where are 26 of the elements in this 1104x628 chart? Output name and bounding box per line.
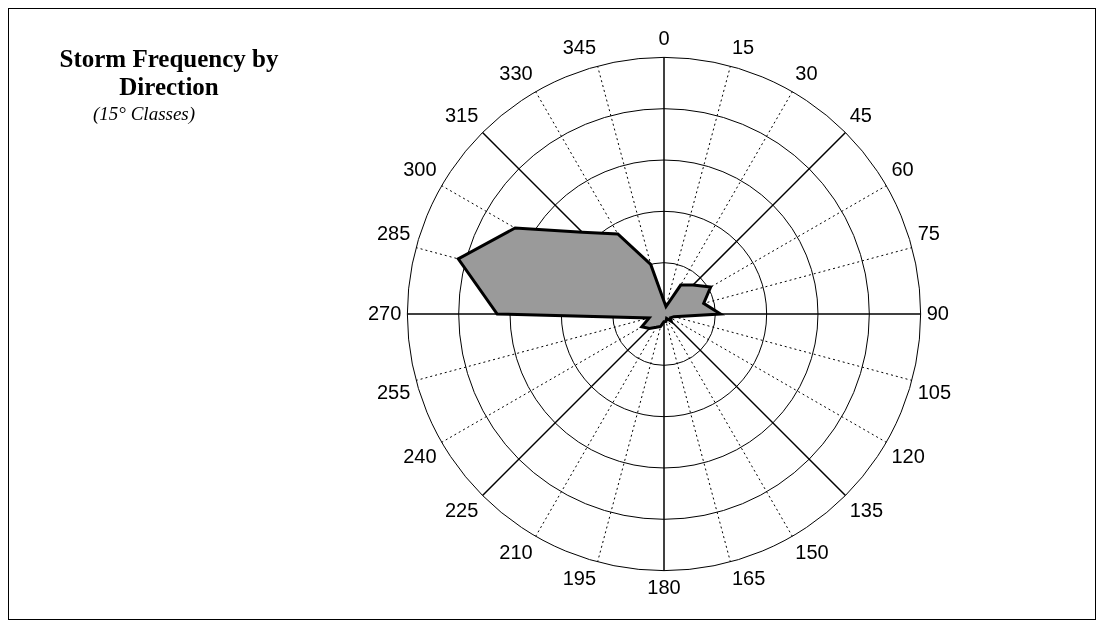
spoke-label: 330: [499, 62, 533, 85]
spoke-label: 240: [403, 444, 437, 467]
spoke-label: 45: [849, 103, 872, 126]
spoke-label: 150: [795, 540, 829, 563]
spoke-label: 270: [367, 301, 402, 324]
spoke-label: 255: [376, 381, 411, 404]
spoke-label: 90: [926, 301, 949, 324]
text: Storm Frequency by Direction: [58, 45, 280, 101]
spoke-label: 210: [499, 540, 533, 563]
spoke-label: 30: [795, 62, 818, 85]
spoke-label: 60: [891, 158, 914, 181]
spoke-label: 0: [658, 26, 670, 49]
spoke-label: 105: [917, 381, 952, 404]
spoke-label: 225: [444, 499, 479, 522]
spoke-label: 165: [731, 567, 766, 590]
spoke-label: 75: [917, 221, 940, 244]
spoke-label: 180: [647, 576, 681, 599]
spoke-label: 120: [891, 444, 925, 467]
spoke-label: 300: [403, 158, 437, 181]
spoke-label: 285: [376, 221, 411, 244]
spoke-label: 345: [562, 35, 597, 58]
spoke-label: 195: [562, 567, 597, 590]
spoke-label: 15: [731, 35, 755, 58]
text: (15° Classes): [92, 103, 197, 125]
spoke-label: 135: [849, 499, 884, 522]
spoke-label: 315: [444, 103, 479, 126]
